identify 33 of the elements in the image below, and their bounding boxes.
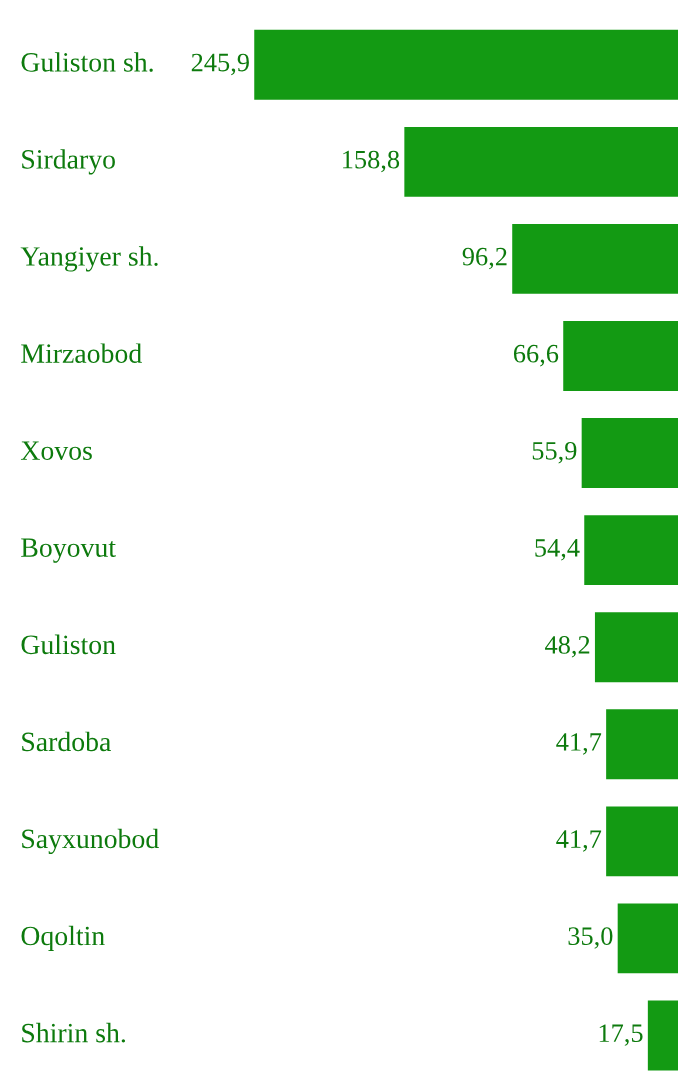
bar [404, 126, 678, 197]
y-tick-label: Sayxunobod [22, 828, 159, 854]
data-label: 17,5 [599, 1024, 643, 1046]
y-tick-label: Boyovut [21, 538, 116, 563]
y-tick-label: Yangiyer sh. [20, 246, 158, 272]
bar [606, 709, 678, 780]
data-label: 96,2 [462, 247, 507, 270]
y-tick-label: Oqoltin [21, 925, 105, 951]
data-label: 41,7 [556, 733, 602, 755]
data-label: 35,0 [568, 927, 613, 949]
data-label: 41,7 [556, 830, 602, 852]
bar [594, 612, 678, 683]
data-label: 55,9 [532, 441, 577, 464]
y-tick-label: Xovos [20, 441, 92, 461]
bar [512, 223, 678, 294]
data-label: 48,2 [545, 635, 590, 658]
bar [584, 515, 678, 586]
data-label: 66,6 [513, 344, 559, 367]
bar [647, 1000, 678, 1071]
bar [581, 418, 678, 489]
bar [617, 903, 678, 974]
data-label: 54,4 [535, 539, 580, 561]
y-tick-label: Sirdaryo [22, 149, 115, 175]
y-tick-label: Guliston sh. [21, 52, 153, 72]
y-tick-label: Guliston [21, 634, 116, 655]
bar [563, 321, 678, 391]
y-tick-label: Shirin sh. [22, 1022, 126, 1043]
y-tick-label: Mirzaobod [21, 343, 142, 363]
y-tick-label: Sardoba [22, 731, 111, 752]
bar [606, 806, 678, 877]
bar [254, 29, 678, 100]
data-label: 158,8 [343, 150, 400, 173]
data-label: 245,9 [191, 53, 249, 76]
